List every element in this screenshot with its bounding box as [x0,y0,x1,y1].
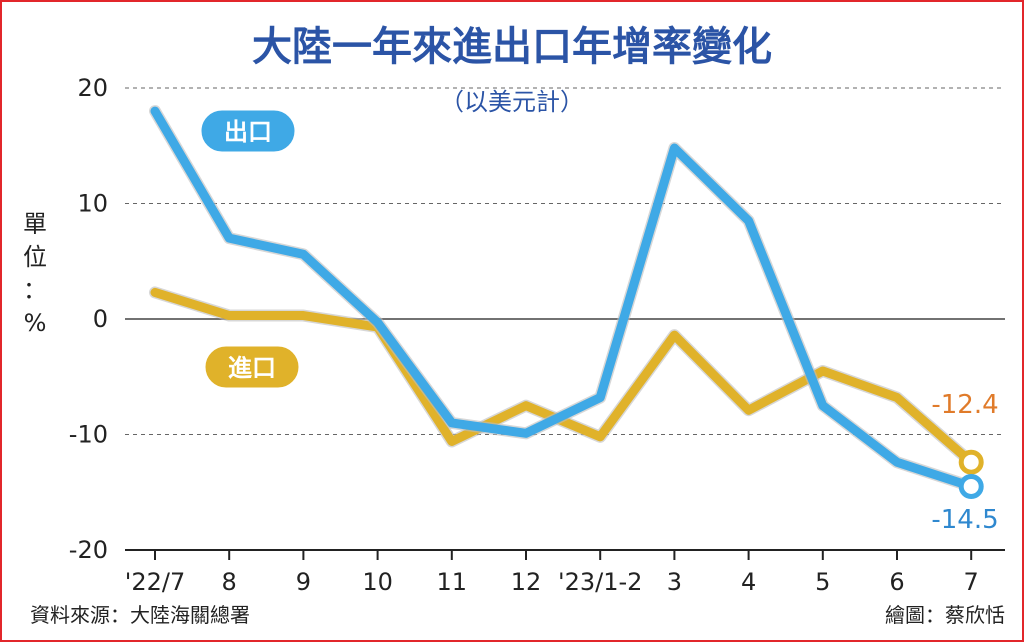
end-label-import: -12.4 [931,390,998,420]
series-end-marker [958,473,984,499]
y-tick-label: -10 [69,421,108,449]
x-tick-label: 7 [964,568,979,596]
x-tick-label: 6 [889,568,904,596]
end-label-export: -14.5 [931,505,998,535]
x-tick-label: '22/7 [125,568,186,596]
y-axis-label-char: % [24,309,47,337]
series-lines [149,105,984,499]
credit-note: 繪圖：蔡欣恬 [885,603,1005,627]
x-tick-label: 9 [296,568,311,596]
x-tick-label: 10 [362,568,393,596]
legend-export-pill [198,107,298,155]
y-tick-label: 0 [93,305,108,333]
y-tick-labels: 20 10 0 -10 -20 [69,74,108,564]
y-axis-label-char: 單 [23,210,47,238]
y-tick-label: 20 [77,74,108,102]
series-line-export [150,106,976,491]
legend-export-label: 出口 [224,118,272,146]
x-tick-label: 5 [815,568,830,596]
x-tick-label: 3 [667,568,682,596]
x-tick-label: 8 [222,568,237,596]
x-tick-label: 4 [741,568,756,596]
y-axis-label-char: ： [23,276,47,304]
legend-import-label: 進口 [228,354,276,382]
y-tick-label: 10 [77,190,108,218]
grid-lines [125,87,1005,551]
x-tick-label: 12 [511,568,542,596]
chart-title: 大陸一年來進出口年增率變化 [252,24,772,70]
chart-subtitle: （以美元計） [440,88,584,116]
series-end-marker [958,449,984,475]
legend-import-pill [202,343,302,391]
y-axis-label-char: 位 [23,243,47,271]
end-labels: -12.4 -14.5 [931,390,998,535]
x-tick-label: '23/1-2 [558,568,642,596]
y-tick-label: -20 [69,536,108,564]
x-tick-label: 11 [437,568,468,596]
y-axis-label: 單位 ：% [23,210,47,337]
source-note: 資料來源：大陸海關總署 [30,603,250,627]
x-tick-labels: '22/7 8 9 10 11 12 '23/1-2 3 4 5 6 7 [125,550,979,596]
